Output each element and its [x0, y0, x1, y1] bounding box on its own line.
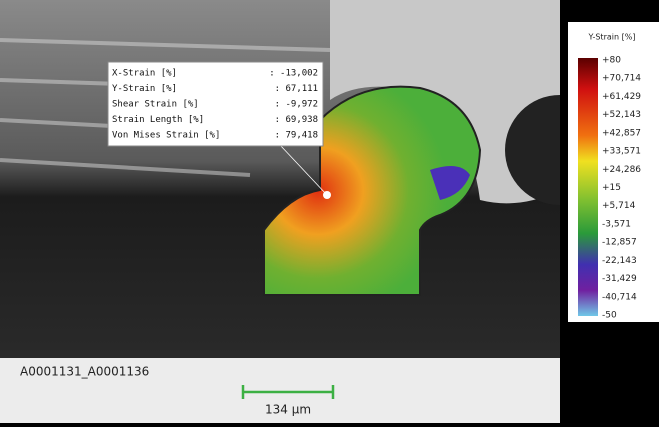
info-value: : -9,972 — [275, 100, 318, 110]
legend-tick-label: -31,429 — [602, 274, 637, 284]
legend-tick-label: -40,714 — [602, 292, 637, 302]
caption: A0001131_A0001136 — [20, 365, 149, 379]
scale-label: 134 µm — [265, 403, 311, 417]
info-value: : 79,418 — [275, 131, 318, 141]
legend-tick-label: +33,571 — [602, 147, 641, 157]
legend-tick-label: -12,857 — [602, 238, 637, 248]
legend-tick-label: -50 — [602, 311, 617, 321]
info-value: : -13,002 — [269, 69, 318, 79]
legend-tick-label: -22,143 — [602, 256, 637, 266]
color-bar — [578, 58, 598, 316]
legend-tick-label: +52,143 — [602, 110, 641, 120]
legend-tick-label: +42,857 — [602, 128, 641, 138]
info-value: : 69,938 — [275, 115, 318, 125]
legend-tick-label: +15 — [602, 183, 621, 193]
legend-tick-label: +70,714 — [602, 74, 641, 84]
legend-tick-label: +24,286 — [602, 165, 641, 175]
info-label: Shear Strain [%] — [112, 100, 199, 110]
info-label: Y-Strain [%] — [112, 84, 177, 94]
legend-tick-label: +80 — [602, 56, 621, 66]
legend-tick-label: -3,571 — [602, 219, 631, 229]
page: X-Strain [%] : -13,002 Y-Strain [%] : 67,11… — [0, 0, 659, 423]
legend-tick-label: +61,429 — [602, 92, 641, 102]
info-label: X-Strain [%] — [112, 69, 177, 79]
info-label: Strain Length [%] — [112, 115, 204, 125]
legend-title: Y-Strain [%] — [588, 33, 636, 42]
legend-tick-label: +5,714 — [602, 201, 636, 211]
screen: X-Strain [%] : -13,002 Y-Strain [%] : 67,11… — [0, 0, 659, 423]
info-value: : 67,111 — [275, 84, 318, 94]
info-label: Von Mises Strain [%] — [112, 131, 220, 141]
